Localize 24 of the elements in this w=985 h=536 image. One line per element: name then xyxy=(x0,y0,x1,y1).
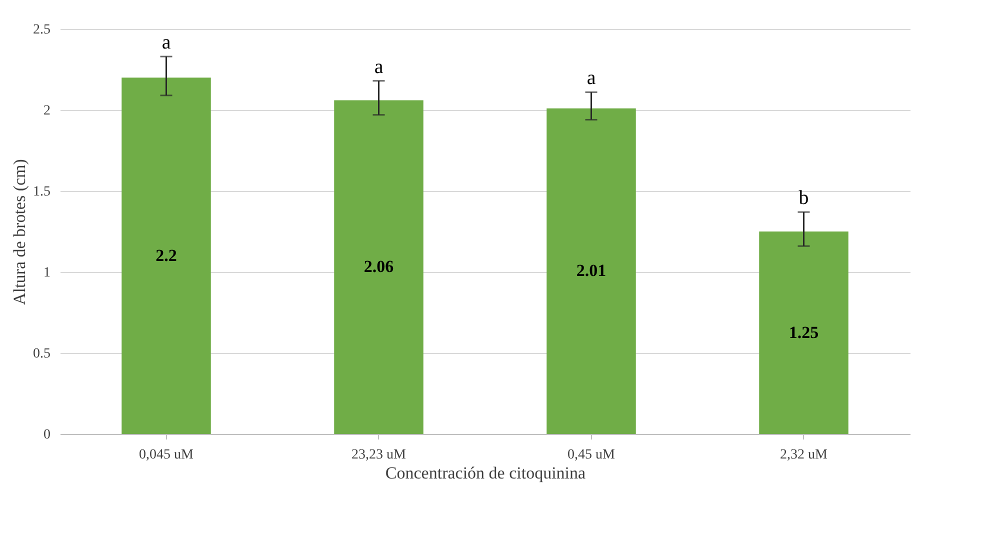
data-label: 2.01 xyxy=(576,261,606,280)
x-axis-title: Concentración de citoquinina xyxy=(385,464,586,482)
y-tick-label: 1 xyxy=(44,266,50,280)
data-label: 1.25 xyxy=(788,322,819,342)
annotation: a xyxy=(374,56,384,78)
data-label: 2.06 xyxy=(364,257,394,276)
annotation: b xyxy=(798,187,809,210)
bar xyxy=(546,108,636,434)
x-tick-label: 23,23 uM xyxy=(352,448,407,462)
x-tick-label: 0,045 uM xyxy=(139,448,194,462)
bar xyxy=(122,78,211,434)
bar xyxy=(759,232,848,434)
x-tick-label: 2,32 uM xyxy=(780,448,828,462)
annotation: a xyxy=(586,67,596,90)
y-tick-label: 2.5 xyxy=(33,22,50,38)
y-tick-label: 2 xyxy=(44,104,50,118)
y-tick-label: 0 xyxy=(44,428,50,442)
data-label: 2.2 xyxy=(156,246,177,265)
bar xyxy=(334,100,424,434)
y-tick-label: 0.5 xyxy=(33,346,50,362)
x-tick-label: 0,45 uM xyxy=(568,448,616,462)
y-axis-title: Altura de brotes (cm) xyxy=(10,159,29,305)
y-tick-label: 1.5 xyxy=(33,184,50,200)
annotation: a xyxy=(162,32,171,54)
